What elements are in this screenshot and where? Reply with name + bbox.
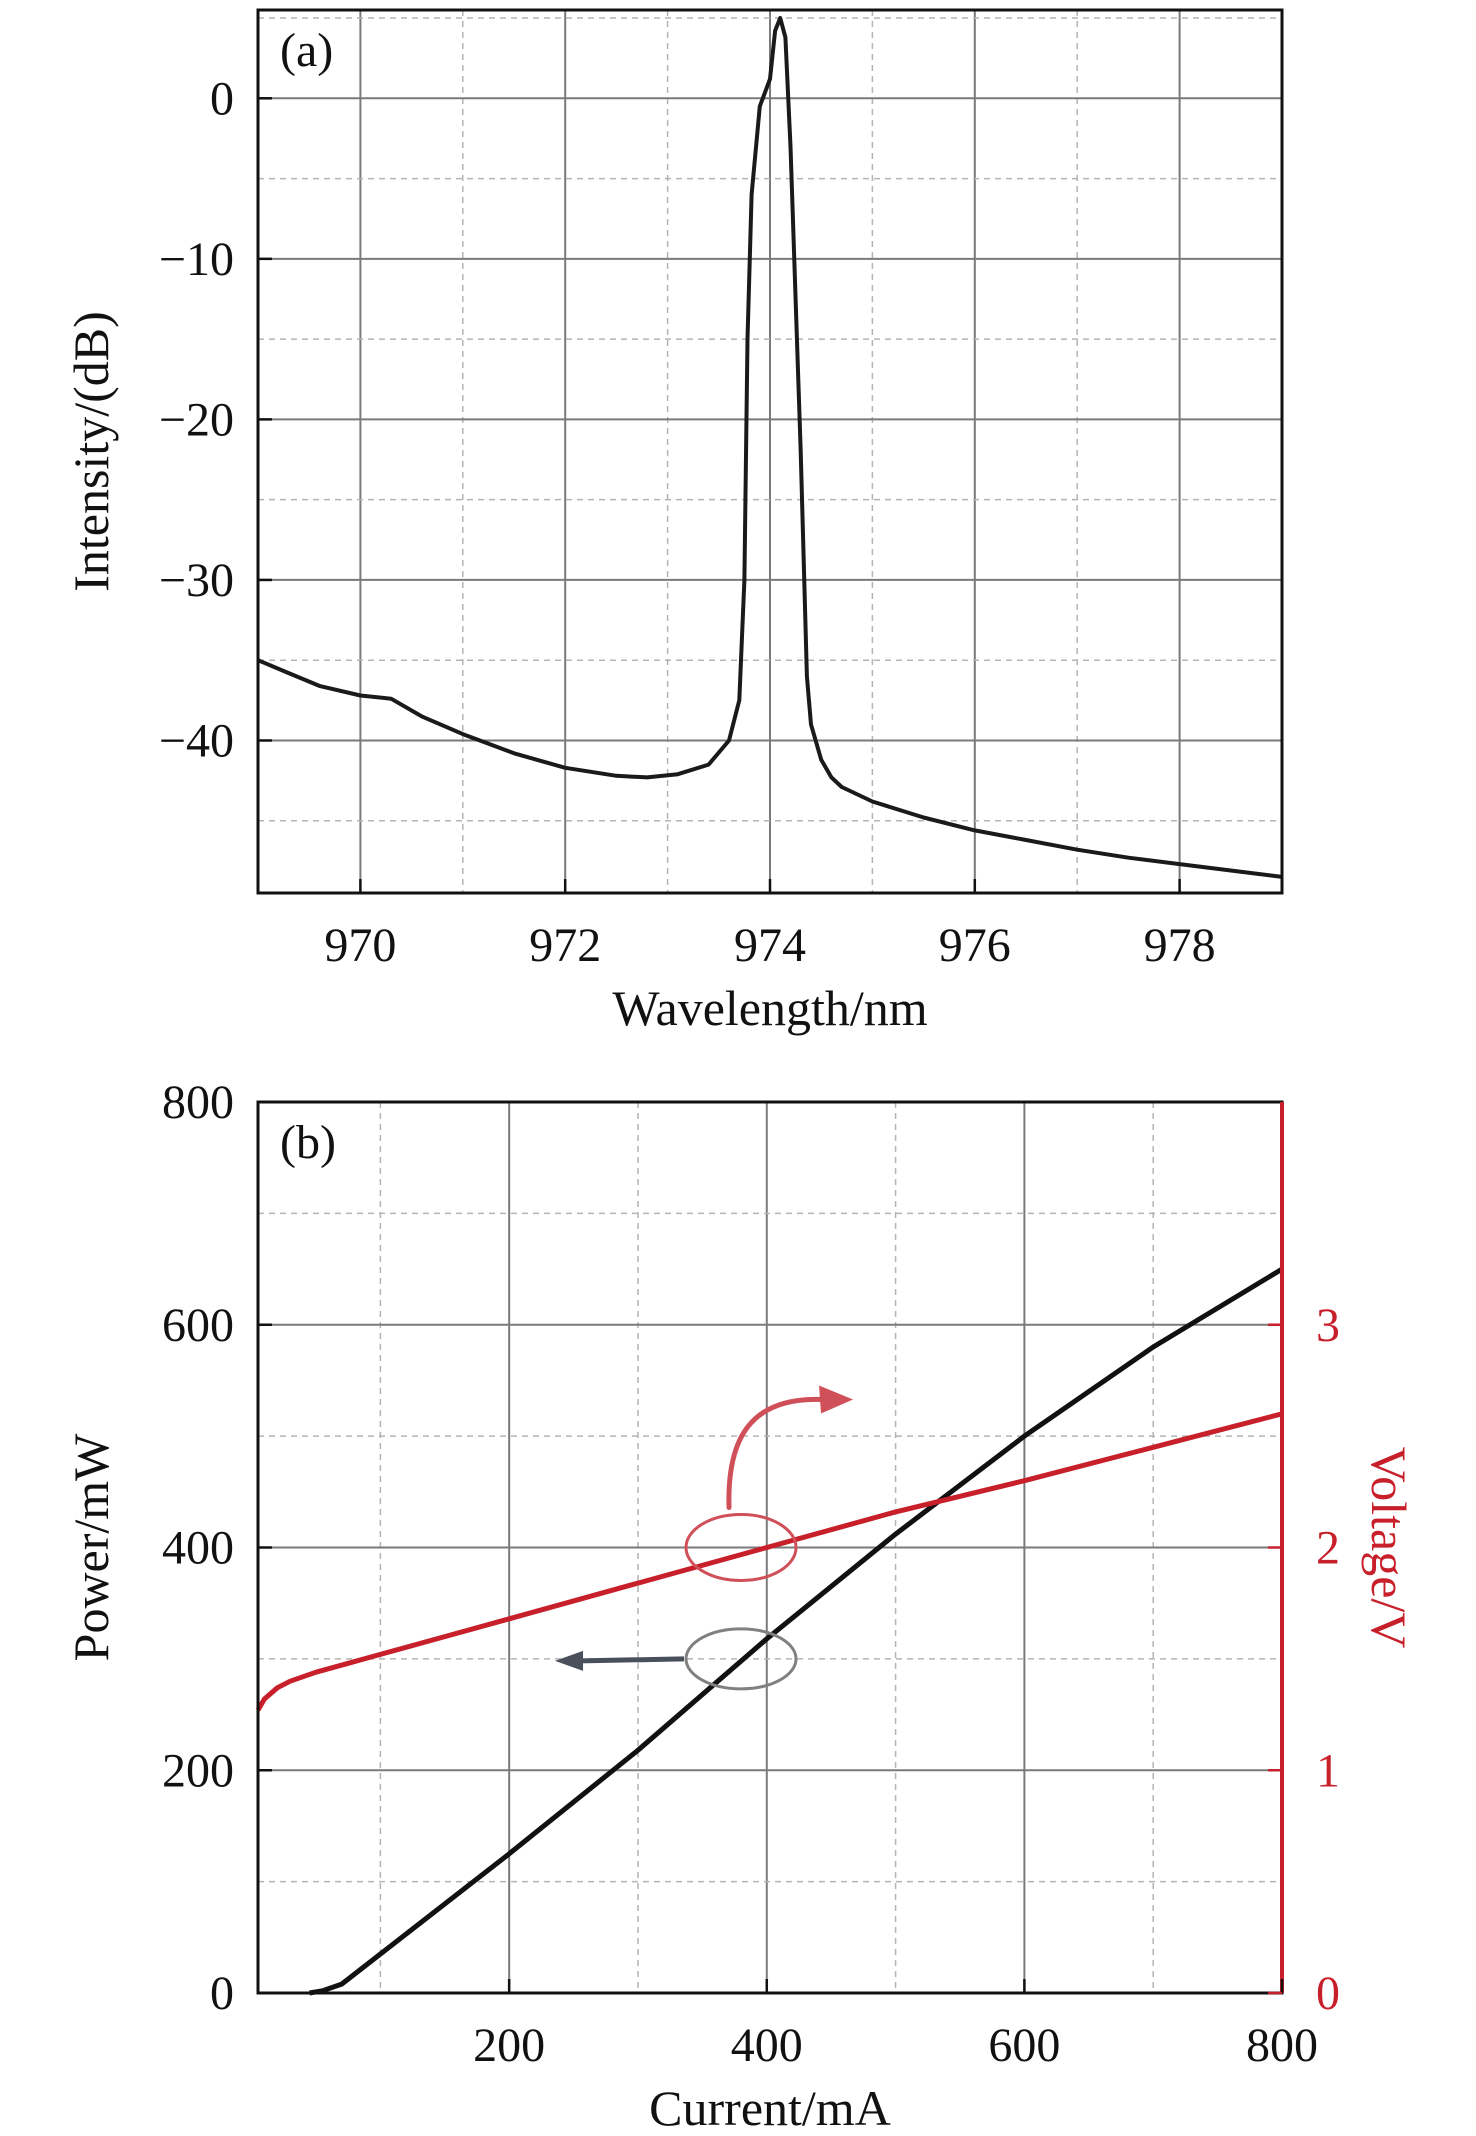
piv-series [255,1266,1284,1996]
y2-tick-label: 2 [1316,1522,1340,1575]
power-series-marker-ellipse [684,1627,798,1691]
spectrum-chart: 970 972 974 976 978 0 −10 −20 −30 −40 (a) Wavelen… [63,8,1284,1036]
voltage-axis-arrow-head [819,1385,854,1414]
x-tick-label: 974 [734,919,806,972]
spectrum-panel-label: (a) [280,24,333,77]
power-line [309,1266,1284,1996]
y-tick-label: −20 [159,393,234,446]
x-tick-label: 970 [324,919,396,972]
x-tick-label: 972 [529,919,601,972]
y-tick-label: 600 [162,1299,234,1352]
spectrum-x-axis-label: Wavelength/nm [612,980,927,1036]
spectrum-y-axis-label: Intensity/(dB) [63,311,119,592]
y-tick-label: 400 [162,1522,234,1575]
power-axis-label: Power/mW [63,1433,119,1662]
x-tick-label: 976 [939,919,1011,972]
voltage-axis-label: Voltage/V [1361,1447,1417,1649]
voltage-line [255,1411,1283,1712]
spectrum-ticks: 970 972 974 976 978 0 −10 −20 −30 −40 [159,72,1216,972]
y-tick-label: 0 [210,72,234,125]
x-tick-label: 800 [1246,2019,1318,2072]
y-tick-label: 800 [162,1076,234,1129]
voltage-axis-arrow [726,1396,824,1510]
x-tick-label: 978 [1144,919,1216,972]
power-axis-arrow [580,1656,685,1664]
voltage-series-marker-ellipse [684,1513,798,1582]
y-tick-label: −10 [159,233,234,286]
y-tick-label: −40 [159,714,234,767]
y2-tick-label: 0 [1316,1967,1340,2020]
spectrum-line [257,16,1283,879]
x-tick-label: 600 [988,2019,1060,2072]
x-tick-label: 200 [473,2019,545,2072]
y-tick-label: −30 [159,554,234,607]
y2-tick-label: 1 [1316,1744,1340,1797]
power-axis-arrow-head [555,1650,584,1671]
series-markers [555,1385,854,1691]
spectrum-series [257,16,1283,879]
piv-panel-label: (b) [280,1116,336,1169]
y-tick-label: 200 [162,1744,234,1797]
y-tick-label: 0 [210,1967,234,2020]
piv-x-axis-label: Current/mA [649,2080,891,2136]
spectrum-grid [258,10,1282,893]
y2-tick-label: 3 [1316,1299,1340,1352]
x-tick-label: 400 [731,2019,803,2072]
